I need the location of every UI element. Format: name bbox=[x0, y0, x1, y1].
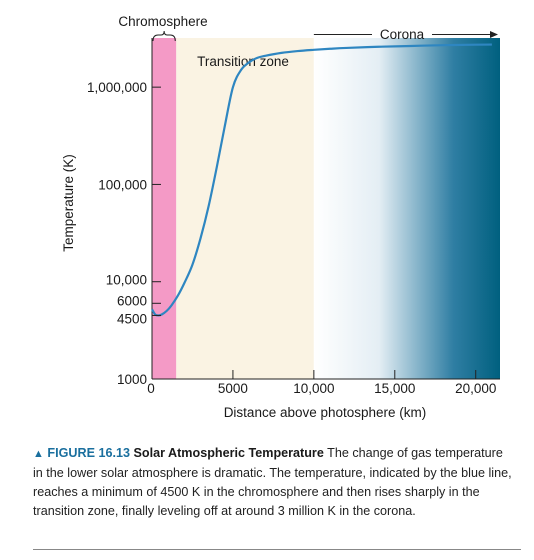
transition-zone-label: Transition zone bbox=[197, 54, 289, 69]
figure-title: Solar Atmospheric Temperature bbox=[133, 446, 324, 460]
divider bbox=[33, 549, 521, 550]
y-tick-label: 1,000,000 bbox=[87, 80, 147, 95]
y-tick-label: 1000 bbox=[117, 372, 147, 387]
y-tick-label: 4500 bbox=[117, 311, 147, 326]
x-axis-label: Distance above photosphere (km) bbox=[224, 405, 427, 420]
triangle-icon: ▲ bbox=[33, 448, 44, 460]
corona-region bbox=[313, 38, 500, 379]
temperature-series-line bbox=[151, 43, 492, 317]
x-tick-label: 10,000 bbox=[293, 381, 334, 396]
chromosphere-region bbox=[152, 38, 177, 379]
figure-caption: ▲ FIGURE 16.13 Solar Atmospheric Tempera… bbox=[33, 444, 513, 521]
corona-arrowhead-icon bbox=[490, 31, 498, 38]
x-tick-label: 15,000 bbox=[374, 381, 415, 396]
caption-text: The change of gas temperature in the low… bbox=[33, 446, 512, 518]
solar-temperature-chart: Chromosphere Transition zone Corona 1000 45… bbox=[61, 14, 500, 420]
transition-zone-region bbox=[176, 38, 314, 379]
y-tick-label: 100,000 bbox=[98, 177, 147, 192]
figure-label: FIGURE 16.13 bbox=[47, 446, 130, 460]
chromosphere-brace bbox=[152, 30, 176, 42]
chromosphere-label: Chromosphere bbox=[118, 14, 207, 29]
y-tick-label: 10,000 bbox=[106, 273, 147, 288]
x-tick-label: 5000 bbox=[218, 381, 248, 396]
y-axis-label: Temperature (K) bbox=[61, 154, 76, 252]
corona-label: Corona bbox=[380, 27, 425, 42]
x-tick-label: 0 bbox=[147, 381, 155, 396]
y-tick-label: 6000 bbox=[117, 293, 147, 308]
x-tick-label: 20,000 bbox=[455, 381, 496, 396]
